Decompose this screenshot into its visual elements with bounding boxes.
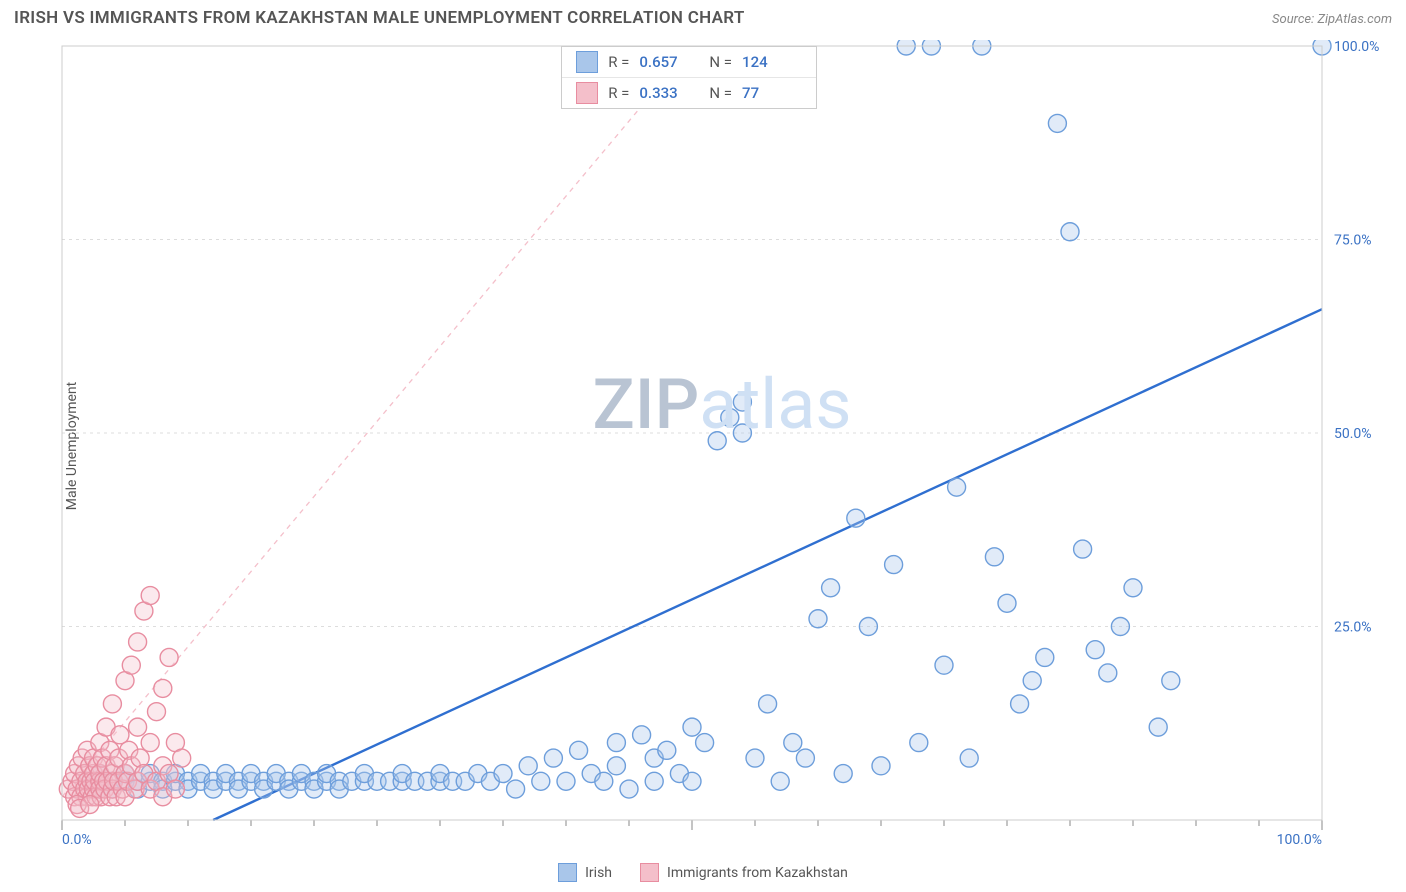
legend-n-value: 77 — [742, 84, 802, 102]
legend-r-label: R = — [608, 53, 629, 71]
legend-r-value: 0.333 — [639, 84, 699, 102]
data-points — [59, 40, 1331, 817]
chart-header: IRISH VS IMMIGRANTS FROM KAZAKHSTAN MALE… — [14, 8, 1392, 28]
legend-swatch — [640, 863, 659, 882]
svg-text:100.0%: 100.0% — [1334, 40, 1379, 55]
svg-text:75.0%: 75.0% — [1334, 233, 1372, 249]
legend-swatch — [558, 863, 577, 882]
svg-text:100.0%: 100.0% — [1277, 832, 1322, 848]
legend-row: R = 0.333 N = 77 — [562, 77, 816, 108]
gridlines — [62, 46, 1322, 627]
chart-source: Source: ZipAtlas.com — [1272, 12, 1392, 27]
legend-row: R = 0.657 N = 124 — [562, 47, 816, 77]
svg-text:0.0%: 0.0% — [62, 832, 92, 848]
legend-swatch — [576, 51, 598, 73]
legend-n-label: N = — [709, 53, 732, 71]
chart-area: 0.0%100.0%25.0%50.0%75.0%100.0% ZIPatlas… — [52, 40, 1392, 852]
svg-text:50.0%: 50.0% — [1334, 426, 1372, 442]
legend-swatch — [576, 82, 598, 104]
series-legend: Irish Immigrants from Kazakhstan — [0, 863, 1406, 882]
scatter-chart: 0.0% 100.0% 25.0% 50.0% 75.0% 100.0% — [52, 40, 1392, 852]
legend-r-label: R = — [608, 84, 629, 102]
series-legend-label: Irish — [585, 865, 612, 881]
axis-ticks — [62, 820, 1322, 830]
series-legend-item: Irish — [558, 863, 612, 882]
legend-n-value: 124 — [742, 53, 802, 71]
svg-text:25.0%: 25.0% — [1334, 620, 1372, 636]
series-legend-item: Immigrants from Kazakhstan — [640, 863, 848, 882]
series-legend-label: Immigrants from Kazakhstan — [667, 865, 848, 881]
legend-n-label: N = — [709, 84, 732, 102]
source-link[interactable]: ZipAtlas.com — [1317, 12, 1392, 27]
source-prefix: Source: — [1272, 12, 1317, 27]
chart-title: IRISH VS IMMIGRANTS FROM KAZAKHSTAN MALE… — [14, 8, 745, 28]
legend-r-value: 0.657 — [639, 53, 699, 71]
correlation-legend: R = 0.657 N = 124 R = 0.333 N = 77 — [561, 46, 817, 109]
